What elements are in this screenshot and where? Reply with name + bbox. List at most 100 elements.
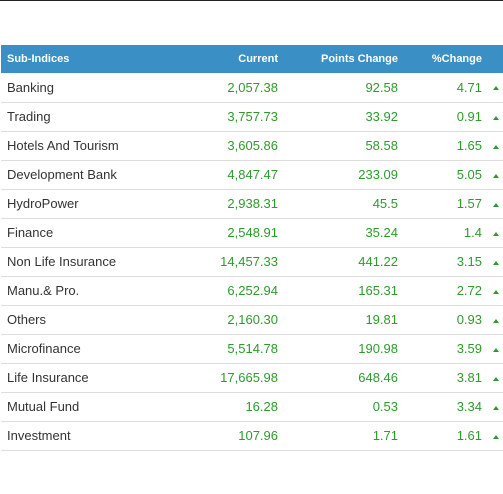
up-arrow-icon bbox=[492, 260, 499, 265]
row-current: 3,757.73 bbox=[182, 102, 278, 132]
row-name[interactable]: Life Insurance bbox=[1, 363, 182, 393]
row-points-change: 648.46 bbox=[278, 363, 398, 393]
row-percent-change: 1.57 bbox=[398, 189, 482, 219]
row-percent-change: 3.59 bbox=[398, 334, 482, 364]
up-arrow-icon bbox=[492, 173, 499, 178]
row-name[interactable]: Others bbox=[1, 305, 182, 335]
row-current: 2,160.30 bbox=[182, 305, 278, 335]
row-percent-change: 3.81 bbox=[398, 363, 482, 393]
row-points-change: 45.5 bbox=[278, 189, 398, 219]
table-row[interactable]: Microfinance 5,514.78 190.98 3.59 bbox=[1, 334, 503, 364]
row-trend bbox=[482, 73, 503, 103]
table-row[interactable]: Non Life Insurance 14,457.33 441.22 3.15 bbox=[1, 247, 503, 277]
header-points-change[interactable]: Points Change bbox=[320, 53, 398, 65]
up-arrow-icon bbox=[492, 289, 499, 294]
row-points-change: 441.22 bbox=[278, 247, 398, 277]
row-name[interactable]: Mutual Fund bbox=[1, 392, 182, 422]
row-percent-change: 2.72 bbox=[398, 276, 482, 306]
header-trend bbox=[482, 45, 503, 73]
row-points-change: 33.92 bbox=[278, 102, 398, 132]
row-name[interactable]: Investment bbox=[1, 421, 182, 451]
row-points-change: 35.24 bbox=[278, 218, 398, 248]
table-row[interactable]: Hotels And Tourism 3,605.86 58.58 1.65 bbox=[1, 131, 503, 161]
row-trend bbox=[482, 305, 503, 335]
row-current: 4,847.47 bbox=[182, 160, 278, 190]
row-name[interactable]: Manu.& Pro. bbox=[1, 276, 182, 306]
row-trend bbox=[482, 392, 503, 422]
header-percent-change[interactable]: %Change bbox=[431, 53, 482, 65]
row-points-change: 190.98 bbox=[278, 334, 398, 364]
header-current[interactable]: Current bbox=[238, 53, 278, 65]
table-bottom-edge bbox=[477, 450, 503, 452]
row-name[interactable]: Finance bbox=[1, 218, 182, 248]
row-trend bbox=[482, 334, 503, 364]
row-trend bbox=[482, 421, 503, 451]
table-row[interactable]: Life Insurance 17,665.98 648.46 3.81 bbox=[1, 363, 503, 393]
row-current: 6,252.94 bbox=[182, 276, 278, 306]
up-arrow-icon bbox=[492, 86, 499, 91]
up-arrow-icon bbox=[492, 202, 499, 207]
up-arrow-icon bbox=[492, 405, 499, 410]
row-trend bbox=[482, 363, 503, 393]
row-name[interactable]: Trading bbox=[1, 102, 182, 132]
row-trend bbox=[482, 131, 503, 161]
table-row[interactable]: Manu.& Pro. 6,252.94 165.31 2.72 bbox=[1, 276, 503, 306]
row-trend bbox=[482, 218, 503, 248]
row-current: 17,665.98 bbox=[182, 363, 278, 393]
sub-indices-table: Sub-Indices Current Points Change %Chang… bbox=[1, 45, 503, 451]
row-points-change: 19.81 bbox=[278, 305, 398, 335]
up-arrow-icon bbox=[492, 347, 499, 352]
row-points-change: 0.53 bbox=[278, 392, 398, 422]
row-current: 14,457.33 bbox=[182, 247, 278, 277]
row-current: 2,548.91 bbox=[182, 218, 278, 248]
table-row[interactable]: Mutual Fund 16.28 0.53 3.34 bbox=[1, 392, 503, 422]
table-row[interactable]: Others 2,160.30 19.81 0.93 bbox=[1, 305, 503, 335]
sub-indices-table-container: Sub-Indices Current Points Change %Chang… bbox=[1, 45, 503, 451]
top-divider bbox=[0, 0, 503, 1]
row-percent-change: 3.15 bbox=[398, 247, 482, 277]
table-header-row: Sub-Indices Current Points Change %Chang… bbox=[1, 45, 503, 73]
row-percent-change: 0.91 bbox=[398, 102, 482, 132]
row-points-change: 1.71 bbox=[278, 421, 398, 451]
row-name[interactable]: Banking bbox=[1, 73, 182, 103]
up-arrow-icon bbox=[492, 231, 499, 236]
row-trend bbox=[482, 189, 503, 219]
table-body: Banking 2,057.38 92.58 4.71 Trading 3,757.73 3… bbox=[1, 73, 503, 451]
table-row[interactable]: Investment 107.96 1.71 1.61 bbox=[1, 421, 503, 451]
up-arrow-icon bbox=[492, 144, 499, 149]
row-current: 16.28 bbox=[182, 392, 278, 422]
table-row[interactable]: Trading 3,757.73 33.92 0.91 bbox=[1, 102, 503, 132]
row-trend bbox=[482, 102, 503, 132]
row-percent-change: 4.71 bbox=[398, 73, 482, 103]
row-percent-change: 3.34 bbox=[398, 392, 482, 422]
up-arrow-icon bbox=[492, 434, 499, 439]
row-name[interactable]: Hotels And Tourism bbox=[1, 131, 182, 161]
up-arrow-icon bbox=[492, 318, 499, 323]
row-percent-change: 5.05 bbox=[398, 160, 482, 190]
table-row[interactable]: Finance 2,548.91 35.24 1.4 bbox=[1, 218, 503, 248]
row-current: 107.96 bbox=[182, 421, 278, 451]
row-trend bbox=[482, 247, 503, 277]
row-percent-change: 0.93 bbox=[398, 305, 482, 335]
row-percent-change: 1.61 bbox=[398, 421, 482, 451]
row-points-change: 165.31 bbox=[278, 276, 398, 306]
row-name[interactable]: Development Bank bbox=[1, 160, 182, 190]
row-current: 3,605.86 bbox=[182, 131, 278, 161]
row-percent-change: 1.65 bbox=[398, 131, 482, 161]
row-percent-change: 1.4 bbox=[398, 218, 482, 248]
row-points-change: 92.58 bbox=[278, 73, 398, 103]
table-row[interactable]: HydroPower 2,938.31 45.5 1.57 bbox=[1, 189, 503, 219]
header-sub-indices[interactable]: Sub-Indices bbox=[7, 53, 70, 65]
row-points-change: 58.58 bbox=[278, 131, 398, 161]
row-name[interactable]: HydroPower bbox=[1, 189, 182, 219]
row-current: 2,057.38 bbox=[182, 73, 278, 103]
table-row[interactable]: Development Bank 4,847.47 233.09 5.05 bbox=[1, 160, 503, 190]
table-row[interactable]: Banking 2,057.38 92.58 4.71 bbox=[1, 73, 503, 103]
row-name[interactable]: Microfinance bbox=[1, 334, 182, 364]
row-points-change: 233.09 bbox=[278, 160, 398, 190]
row-name[interactable]: Non Life Insurance bbox=[1, 247, 182, 277]
row-current: 2,938.31 bbox=[182, 189, 278, 219]
row-current: 5,514.78 bbox=[182, 334, 278, 364]
row-trend bbox=[482, 276, 503, 306]
row-trend bbox=[482, 160, 503, 190]
